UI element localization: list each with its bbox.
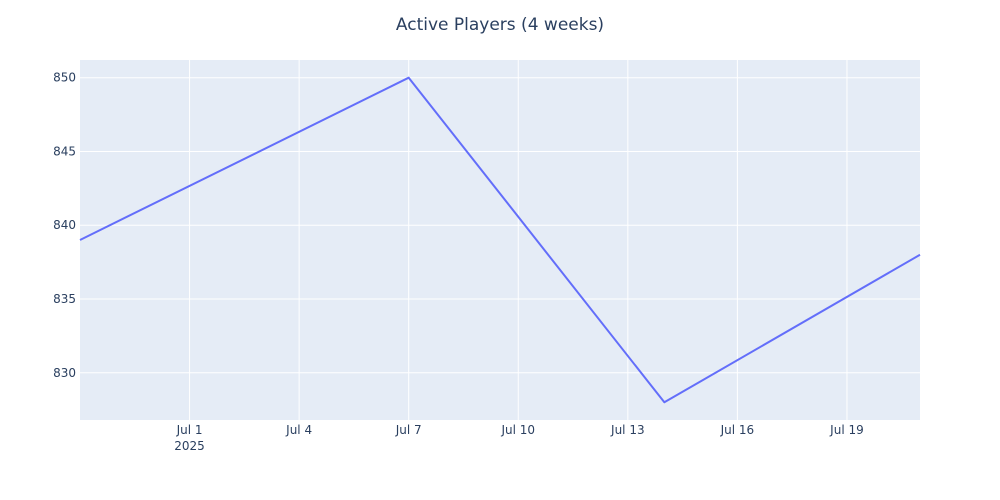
y-tick-label: 830 (53, 366, 76, 380)
y-tick-label: 845 (53, 144, 76, 158)
x-tick-label: Jul 4 (285, 423, 312, 437)
chart-title: Active Players (4 weeks) (396, 15, 604, 35)
y-gridlines (80, 77, 920, 374)
plot-area (80, 60, 920, 420)
x-tick-label: Jul 7 (395, 423, 422, 437)
series-layer (79, 76, 921, 404)
series-line (79, 76, 921, 404)
x-tick-label: Jul 16 (720, 423, 755, 437)
y-tick-label: 840 (53, 218, 76, 232)
x-tick-label: Jul 13 (610, 423, 645, 437)
x-tick-label: Jul 19 (829, 423, 864, 437)
y-tick-label: 835 (53, 292, 76, 306)
x-tick-label: Jul 1 (176, 423, 203, 437)
y-tick-label: 850 (53, 71, 76, 85)
y-axis-ticks: 830 835 840 845 850 (53, 71, 76, 380)
x-axis-ticks: Jul 1 2025 Jul 4 Jul 7 Jul 10 Jul 13 Jul 16 Jul… (174, 423, 863, 453)
x-tick-label: Jul 10 (500, 423, 535, 437)
x-tick-year-label: 2025 (174, 439, 205, 453)
